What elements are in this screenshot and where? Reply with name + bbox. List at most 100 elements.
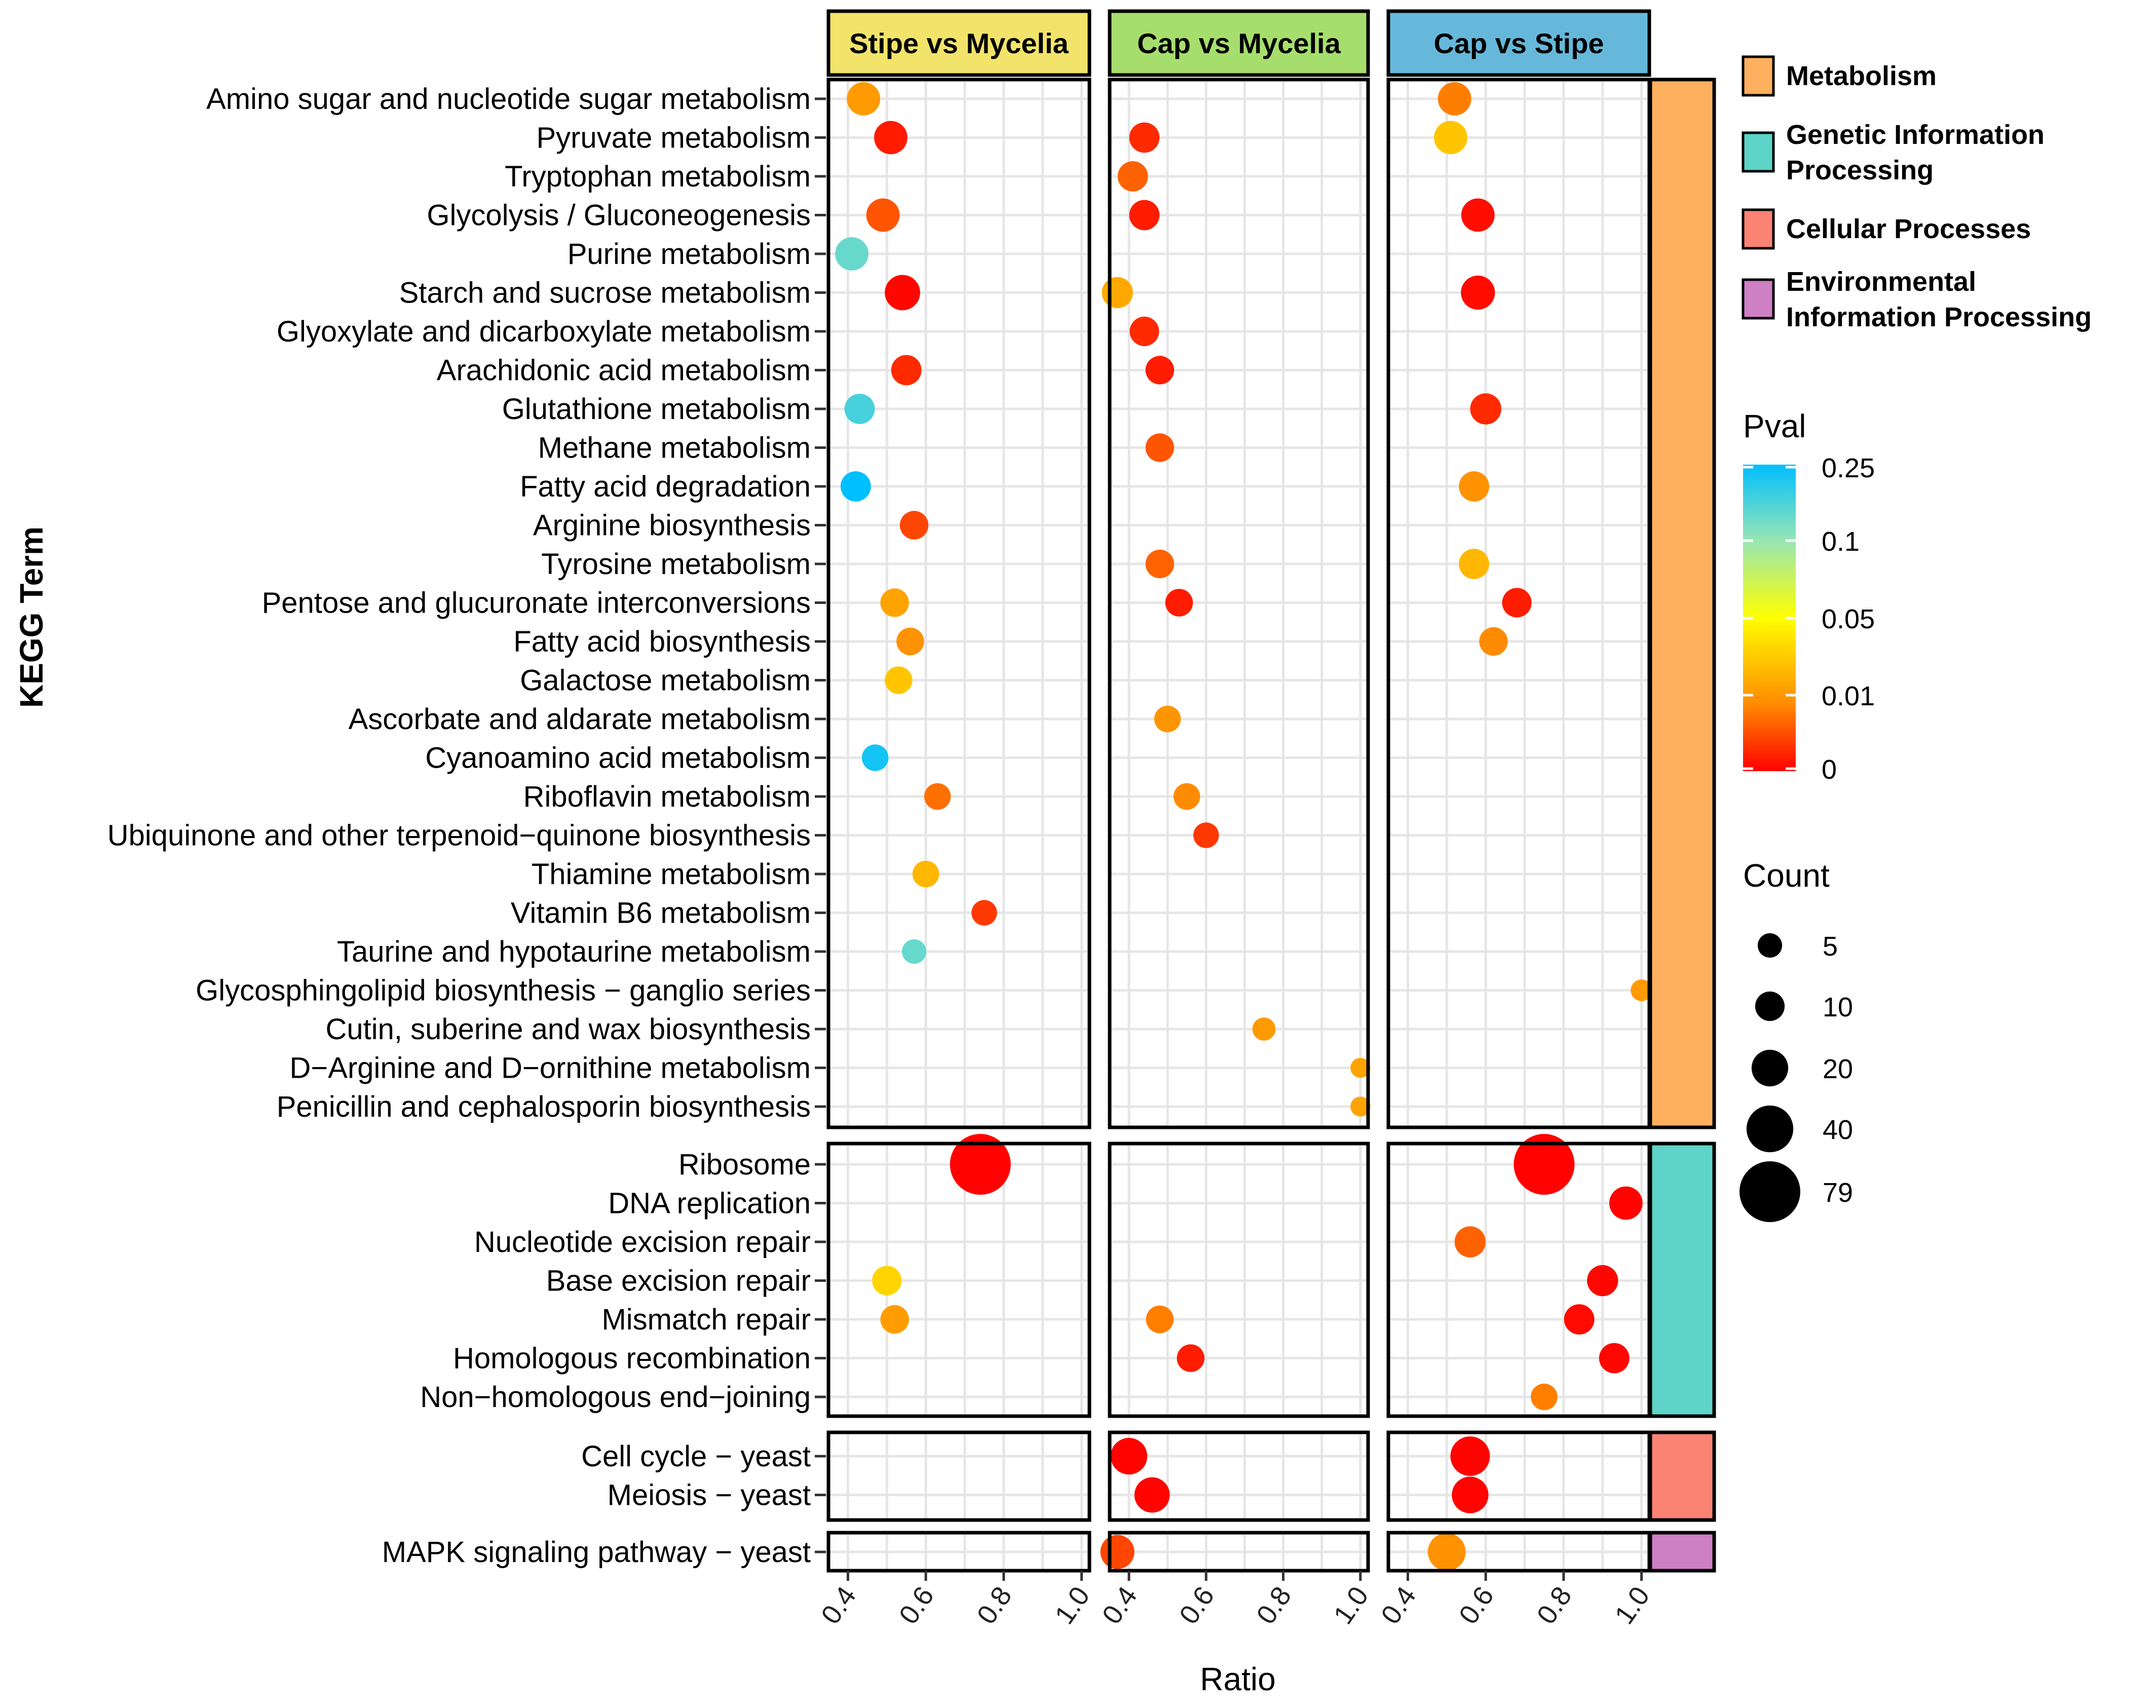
legend-label-line: Processing (1786, 155, 1934, 185)
point-stipe-vs-mycelia-arachidonic-acid-metabolism (891, 355, 922, 386)
y-axis-title: KEGG Term (13, 526, 50, 708)
count-legend-title: Count (1743, 857, 1830, 894)
point-cap-vs-mycelia-starch-and-sucrose-metabolism (1102, 277, 1133, 309)
y-tick-label-amino-sugar-and-nucleotide-sugar-metabolism: Amino sugar and nucleotide sugar metabol… (206, 83, 811, 116)
y-tick-label-base-excision-repair: Base excision repair (546, 1265, 811, 1298)
point-cap-vs-mycelia-meiosis-yeast (1134, 1477, 1170, 1513)
point-stipe-vs-mycelia-glutathione-metabolism (844, 394, 875, 424)
category-bar-environmental-information-processing (1648, 1531, 1716, 1573)
y-tick-label-arachidonic-acid-metabolism: Arachidonic acid metabolism (437, 354, 811, 387)
point-cap-vs-stipe-fatty-acid-degradation (1459, 471, 1490, 502)
point-stipe-vs-mycelia-fatty-acid-biosynthesis (896, 627, 924, 656)
point-stipe-vs-mycelia-mismatch-repair (880, 1305, 909, 1334)
y-tick-label-dna-replication: DNA replication (608, 1187, 811, 1220)
x-tick-label-1-0.4: 0.4 (815, 1581, 862, 1629)
legend-label-environmental-information-processing: Environmental Information Processing (1786, 267, 2092, 332)
category-bar-genetic-information-processing (1648, 1142, 1716, 1418)
x-axis-ticks: 0.4 0.6 0.8 1.0 0.4 0.6 0.8 1.0 0.4 0.6 0.8 1.0 (815, 1571, 1655, 1629)
pval-tick-label-0.05: 0.05 (1822, 604, 1875, 634)
point-stipe-vs-mycelia-amino-sugar-and-nucleotide-sugar-metabolism (847, 82, 881, 116)
count-legend-label-79: 79 (1823, 1178, 1853, 1208)
panel-frame-1-environmental-information-processing (826, 1531, 1091, 1573)
y-tick-label-taurine-and-hypotaurine-metabolism: Taurine and hypotaurine metabolism (337, 935, 811, 968)
y-tick-label-galactose-metabolism: Galactose metabolism (520, 664, 811, 697)
point-cap-vs-stipe-dna-replication (1609, 1186, 1643, 1220)
count-legend-dot-20 (1751, 1049, 1789, 1087)
category-bar-metabolism (1648, 78, 1716, 1129)
point-cap-vs-mycelia-glycolysis-gluconeogenesis (1129, 200, 1160, 231)
x-tick-label-1-0.8: 0.8 (971, 1581, 1018, 1629)
point-cap-vs-mycelia-pyruvate-metabolism (1129, 122, 1160, 153)
point-cap-vs-stipe-pentose-and-glucuronate-interconversions (1502, 588, 1532, 618)
point-cap-vs-stipe-ribosome (1514, 1134, 1575, 1195)
point-cap-vs-stipe-meiosis-yeast (1452, 1476, 1489, 1513)
x-tick-label-2-1.0: 1.0 (1328, 1581, 1374, 1629)
x-tick-label-2-0.6: 0.6 (1174, 1581, 1220, 1629)
y-tick-label-pyruvate-metabolism: Pyruvate metabolism (536, 122, 811, 155)
x-tick-label-1-0.6: 0.6 (893, 1581, 940, 1629)
point-stipe-vs-mycelia-vitamin-b6-metabolism (971, 900, 997, 926)
comparison-strips: Stipe vs Mycelia Cap vs Mycelia Cap vs Sti… (826, 9, 1651, 77)
count-legend-dot-40 (1746, 1105, 1794, 1153)
y-tick-label-penicillin-and-cephalosporin-biosynthesis: Penicillin and cephalosporin biosynthesi… (277, 1090, 811, 1123)
point-stipe-vs-mycelia-cyanoamino-acid-metabolism (861, 744, 889, 771)
panel-frame-3-cellular-processes (1386, 1430, 1651, 1522)
point-cap-vs-mycelia-pentose-and-glucuronate-interconversions (1165, 589, 1193, 617)
panel-frame-2-cellular-processes (1108, 1430, 1370, 1522)
category-legend: Metabolism Genetic Information Processing C… (1742, 55, 2092, 332)
strip-label-cap-vs-mycelia: Cap vs Mycelia (1137, 27, 1341, 59)
point-stipe-vs-mycelia-ribosome (950, 1134, 1011, 1195)
y-tick-label-mapk-signaling-pathway-yeast: MAPK signaling pathway − yeast (382, 1536, 811, 1569)
point-cap-vs-mycelia-arachidonic-acid-metabolism (1145, 356, 1175, 385)
strip-label-stipe-vs-mycelia: Stipe vs Mycelia (849, 27, 1069, 59)
panel-frame-2-environmental-information-processing (1108, 1531, 1370, 1573)
x-tick-label-1-1.0: 1.0 (1049, 1581, 1095, 1629)
pval-colorbar-ticks: 0.25 0.1 0.05 0.01 0 (1743, 453, 1875, 785)
strip-stipe-vs-mycelia (826, 9, 1091, 77)
legend-label-line: Genetic Information (1786, 120, 2045, 150)
point-cap-vs-stipe-glycosphingolipid-biosynthesis-ganglio-series (1631, 979, 1652, 1001)
point-cap-vs-mycelia-riboflavin-metabolism (1173, 783, 1200, 810)
count-legend-dot-79 (1739, 1161, 1800, 1222)
point-cap-vs-mycelia-penicillin-and-cephalosporin-biosynthesis (1350, 1096, 1371, 1117)
pval-legend-title: Pval (1743, 408, 1806, 444)
panel-frame-1-cellular-processes (826, 1430, 1091, 1522)
legend-label-metabolism: Metabolism (1786, 61, 1937, 91)
legend-label-cellular-processes: Cellular Processes (1786, 214, 2031, 244)
point-cap-vs-stipe-base-excision-repair (1587, 1265, 1618, 1297)
point-stipe-vs-mycelia-taurine-and-hypotaurine-metabolism (902, 939, 927, 964)
pval-tick-label-0.1: 0.1 (1822, 526, 1860, 557)
grid-lines (828, 80, 1649, 1571)
pval-tick-label-0.25: 0.25 (1822, 453, 1875, 483)
point-cap-vs-mycelia-mismatch-repair (1146, 1305, 1174, 1334)
pval-tick-label-0.01: 0.01 (1822, 681, 1875, 711)
panel-frame-2-metabolism (1108, 78, 1370, 1129)
y-tick-label-ubiquinone-and-other-terpenoid-quinone-biosynthesis: Ubiquinone and other terpenoid−quinone b… (107, 819, 811, 852)
legend-label-genetic-information-processing: Genetic Information Processing (1786, 120, 2045, 185)
y-tick-label-pentose-and-glucuronate-interconversions: Pentose and glucuronate interconversions (262, 587, 811, 620)
point-cap-vs-stipe-amino-sugar-and-nucleotide-sugar-metabolism (1438, 82, 1471, 116)
point-cap-vs-stipe-glycolysis-gluconeogenesis (1461, 198, 1495, 232)
pval-legend: Pval 0.25 0.1 0.05 0.01 0 (1743, 408, 1875, 785)
x-tick-label-2-0.4: 0.4 (1096, 1581, 1143, 1629)
y-tick-label-cyanoamino-acid-metabolism: Cyanoamino acid metabolism (425, 742, 811, 775)
legend-key-cellular-processes (1742, 208, 1775, 250)
y-tick-label-purine-metabolism: Purine metabolism (568, 238, 811, 271)
y-tick-label-methane-metabolism: Methane metabolism (538, 432, 811, 465)
point-stipe-vs-mycelia-arginine-biosynthesis (899, 511, 929, 540)
category-bar (1648, 78, 1716, 1573)
point-cap-vs-mycelia-ascorbate-and-aldarate-metabolism (1154, 705, 1181, 733)
y-tick-label-homologous-recombination: Homologous recombination (453, 1342, 811, 1375)
point-cap-vs-mycelia-cell-cycle-yeast (1110, 1437, 1148, 1475)
x-tick-label-3-1.0: 1.0 (1609, 1581, 1655, 1629)
pval-tick-label-0: 0 (1822, 754, 1837, 785)
point-cap-vs-mycelia-tyrosine-metabolism (1145, 549, 1175, 579)
point-cap-vs-stipe-starch-and-sucrose-metabolism (1461, 275, 1495, 310)
panel-frame-2-genetic-information-processing (1108, 1142, 1370, 1418)
point-stipe-vs-mycelia-galactose-metabolism (885, 666, 913, 694)
y-tick-label-tyrosine-metabolism: Tyrosine metabolism (541, 548, 811, 581)
panel-frame-1-genetic-information-processing (826, 1142, 1091, 1418)
y-tick-label-tryptophan-metabolism: Tryptophan metabolism (505, 160, 811, 193)
point-stipe-vs-mycelia-starch-and-sucrose-metabolism (885, 275, 920, 311)
legend-label-line: Environmental (1786, 267, 1976, 297)
